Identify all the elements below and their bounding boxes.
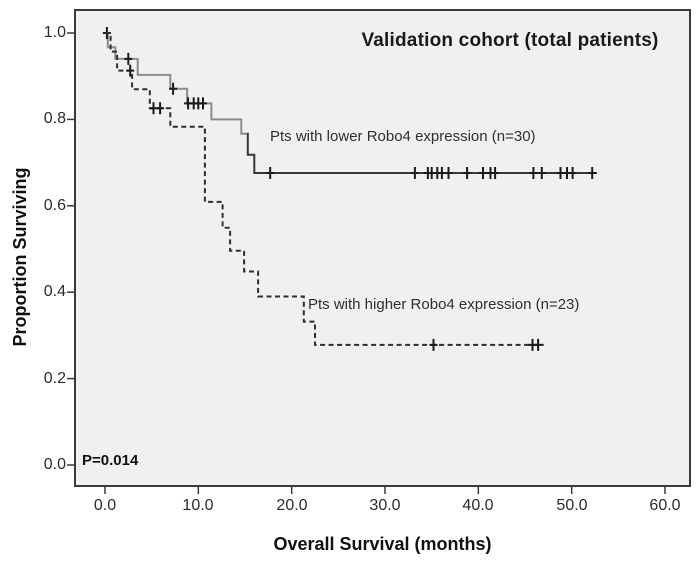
censor-mark-higher-robo4	[156, 102, 165, 115]
chart-title: Validation cohort (total patients)	[361, 30, 659, 51]
censor-mark-lower-robo4	[568, 167, 577, 179]
censor-mark-lower-robo4	[266, 167, 275, 179]
censor-mark-lower-robo4	[169, 82, 178, 95]
y-tick-label: 0.2	[43, 370, 66, 387]
km-curve-lower-robo4-tail	[246, 132, 597, 174]
y-tick-label: 0.6	[43, 197, 66, 214]
censor-mark-lower-robo4	[463, 167, 472, 179]
censor-mark-higher-robo4	[126, 64, 135, 77]
y-tick-label: 1.0	[43, 24, 66, 41]
censor-mark-lower-robo4	[479, 167, 487, 179]
censor-mark-lower-robo4	[588, 167, 597, 179]
x-tick-label: 20.0	[276, 497, 308, 514]
censor-mark-lower-robo4	[410, 167, 419, 179]
y-tick-label: 0.8	[43, 110, 66, 127]
x-tick-label: 40.0	[462, 497, 494, 514]
plot-area	[74, 9, 691, 487]
censor-mark-lower-robo4	[537, 167, 546, 179]
p-value-annotation: P=0.014	[82, 452, 139, 469]
series-label-higher-robo4: Pts with higher Robo4 expression (n=23)	[308, 296, 580, 313]
censor-mark-lower-robo4	[491, 167, 500, 179]
x-tick-label: 60.0	[649, 497, 681, 514]
x-tick-label: 10.0	[182, 497, 214, 514]
y-tick-label: 0.0	[43, 456, 66, 473]
censor-mark-lower-robo4	[444, 167, 453, 179]
x-tick-label: 30.0	[369, 497, 401, 514]
series-label-lower-robo4: Pts with lower Robo4 expression (n=30)	[270, 128, 536, 145]
x-axis-title: Overall Survival (months)	[273, 534, 492, 554]
censor-mark-higher-robo4	[534, 338, 543, 351]
censor-mark-lower-robo4	[124, 52, 133, 65]
x-tick-label: 0.0	[93, 497, 117, 514]
x-tick-label: 50.0	[556, 497, 588, 514]
y-axis-title: Proportion Surviving	[10, 167, 30, 347]
censor-mark-lower-robo4	[199, 97, 207, 110]
censor-mark-higher-robo4	[429, 338, 438, 351]
y-tick-label: 0.4	[43, 283, 66, 300]
km-curve-higher-robo4	[105, 32, 544, 346]
censor-mark-lower-robo4	[529, 167, 538, 179]
